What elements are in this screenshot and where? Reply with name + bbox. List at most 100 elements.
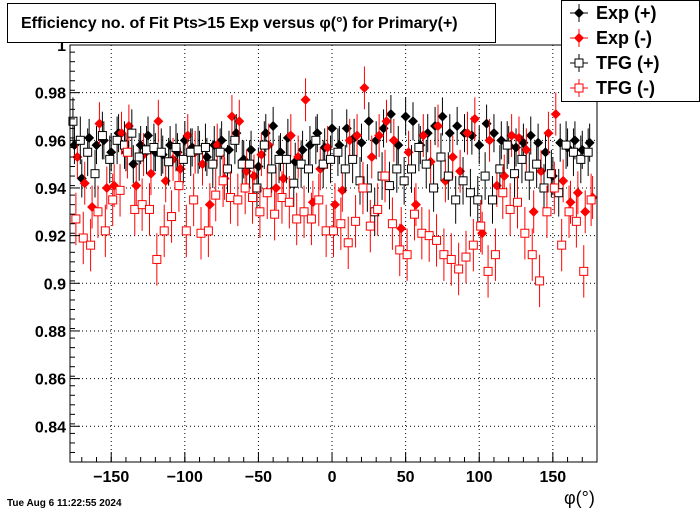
data-point xyxy=(259,140,269,150)
data-point xyxy=(226,111,237,122)
data-point xyxy=(289,178,299,188)
data-point xyxy=(156,147,166,157)
chart-title: Efficiency no. of Fit Pts>15 Exp versus … xyxy=(7,3,496,43)
data-point xyxy=(400,111,411,122)
data-point xyxy=(314,195,324,205)
data-point xyxy=(476,221,486,231)
data-point xyxy=(143,130,154,141)
data-point xyxy=(465,188,475,198)
data-point xyxy=(366,151,377,162)
data-point xyxy=(122,147,132,157)
data-point xyxy=(284,197,294,207)
x-tick-label: 0 xyxy=(328,469,337,486)
data-point xyxy=(443,171,453,181)
data-point xyxy=(359,82,370,93)
data-point xyxy=(160,175,171,186)
y-tick-label: 0.86 xyxy=(35,372,66,389)
data-point xyxy=(564,207,574,217)
data-point xyxy=(193,145,203,155)
data-point xyxy=(452,121,463,132)
data-point xyxy=(337,185,348,196)
data-point xyxy=(300,94,311,105)
data-point xyxy=(490,250,500,260)
data-point xyxy=(340,164,350,174)
data-point xyxy=(277,193,287,203)
data-point xyxy=(558,175,569,186)
open-square-icon xyxy=(570,54,588,72)
data-point xyxy=(200,142,210,152)
data-point xyxy=(568,147,578,157)
data-point xyxy=(218,176,228,186)
data-point xyxy=(303,164,313,174)
data-point xyxy=(513,197,523,207)
data-point xyxy=(569,135,580,146)
data-point xyxy=(498,188,508,198)
data-point xyxy=(436,152,446,162)
data-point xyxy=(100,226,110,236)
data-point xyxy=(524,171,534,181)
data-point xyxy=(204,199,215,210)
data-point xyxy=(90,169,100,179)
chart-title-text: Efficiency no. of Fit Pts>15 Exp versus … xyxy=(21,15,458,32)
data-point xyxy=(68,116,78,126)
data-point xyxy=(480,171,490,181)
data-point xyxy=(384,181,394,191)
data-point xyxy=(572,187,583,198)
data-point xyxy=(481,118,492,129)
legend-item-exp-plus: Exp (+) xyxy=(562,1,700,26)
data-point xyxy=(79,178,90,189)
data-point xyxy=(546,169,556,179)
data-point xyxy=(112,135,122,145)
data-point xyxy=(433,121,444,132)
y-tick-label: 1 xyxy=(57,38,66,55)
data-point xyxy=(145,168,156,179)
data-point xyxy=(583,147,593,157)
data-point xyxy=(341,123,352,134)
data-point xyxy=(297,144,308,155)
data-point xyxy=(455,166,466,177)
data-point xyxy=(215,147,225,157)
data-point xyxy=(424,231,434,241)
data-point xyxy=(131,180,142,191)
x-tick-label: −50 xyxy=(245,469,272,486)
data-point xyxy=(343,238,353,248)
data-point xyxy=(171,142,181,152)
data-point xyxy=(499,171,510,182)
data-point xyxy=(561,140,571,150)
data-point xyxy=(352,130,363,141)
data-point xyxy=(71,214,81,224)
data-point xyxy=(260,128,271,139)
plot-frame xyxy=(69,44,598,463)
y-tick-label: 0.92 xyxy=(35,229,66,246)
data-point xyxy=(152,254,162,264)
data-point xyxy=(318,159,328,169)
data-point xyxy=(253,161,264,172)
data-point xyxy=(178,154,188,164)
data-points xyxy=(68,66,598,308)
data-point xyxy=(278,173,289,184)
data-point xyxy=(579,266,589,276)
data-point xyxy=(321,226,331,236)
data-point xyxy=(576,154,586,164)
filled-diamond-icon xyxy=(570,29,588,47)
data-point xyxy=(225,193,235,203)
data-point xyxy=(565,197,576,208)
y-tick-label: 0.98 xyxy=(35,86,66,103)
data-point xyxy=(196,228,206,238)
data-point xyxy=(387,219,397,229)
data-point xyxy=(329,199,340,210)
data-point xyxy=(164,157,174,167)
data-point xyxy=(97,131,107,141)
data-point xyxy=(458,176,468,186)
data-point xyxy=(255,207,265,217)
data-point xyxy=(488,128,499,139)
data-point xyxy=(373,204,383,214)
data-point xyxy=(439,250,449,260)
data-point xyxy=(333,147,343,157)
data-point xyxy=(550,109,561,120)
data-point xyxy=(407,164,417,174)
data-point xyxy=(299,207,309,217)
data-point xyxy=(175,163,186,174)
data-point xyxy=(223,144,234,155)
data-point xyxy=(115,185,125,195)
